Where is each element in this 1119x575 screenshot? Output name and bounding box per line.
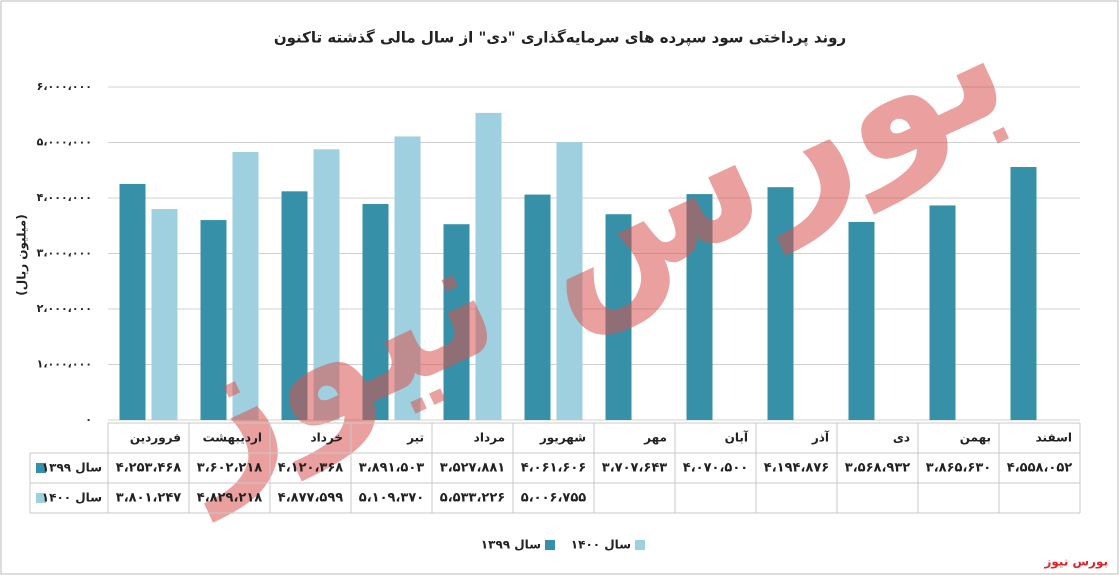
x-tick-label: خرداد	[310, 431, 343, 445]
bar	[443, 224, 470, 420]
row-header: سال ۱۳۹۹	[42, 461, 102, 475]
bar	[686, 194, 713, 420]
x-tick-label: دی	[893, 431, 910, 445]
x-tick-label: تیر	[406, 431, 424, 445]
data-label: ۴،۸۷۷،۵۹۹	[278, 491, 343, 506]
y-tick-label: ۶،۰۰۰،۰۰۰	[37, 80, 92, 93]
legend-key	[36, 463, 46, 473]
data-label: ۴،۸۲۹،۲۱۸	[197, 491, 262, 506]
data-label: ۵،۱۰۹،۳۷۰	[359, 491, 424, 506]
data-label: ۴،۲۵۳،۴۶۸	[116, 461, 181, 476]
y-tick-label: ۲،۰۰۰،۰۰۰	[37, 302, 92, 315]
bar	[232, 151, 259, 420]
data-label: ۴،۰۷۰،۵۰۰	[683, 461, 748, 476]
bar	[767, 187, 794, 420]
bar	[605, 214, 632, 420]
bar	[1010, 167, 1037, 420]
bar	[475, 112, 502, 421]
data-label: ۳،۷۰۷،۶۴۳	[602, 461, 667, 476]
x-tick-label: مرداد	[474, 431, 505, 445]
x-tick-label: اسفند	[1036, 431, 1072, 445]
data-label: ۳،۵۶۸،۹۳۲	[845, 461, 910, 476]
legend-key	[545, 540, 555, 550]
bar	[313, 149, 340, 420]
bar	[394, 136, 421, 420]
bar	[151, 209, 178, 420]
y-tick-label: ۴،۰۰۰،۰۰۰	[37, 191, 92, 204]
bar	[362, 204, 389, 420]
bar	[281, 191, 308, 420]
data-label: ۵،۵۳۳،۲۲۶	[440, 491, 505, 506]
data-label: ۳،۸۹۱،۵۰۳	[359, 461, 424, 476]
x-tick-label: آذر	[811, 430, 830, 445]
bar	[848, 221, 875, 420]
bar	[119, 183, 146, 420]
y-tick-label: ۱،۰۰۰،۰۰۰	[37, 358, 92, 371]
y-tick-label: ۰	[85, 413, 92, 426]
y-axis-label: (میلیون ریال)	[15, 214, 30, 295]
data-label: ۵،۰۰۶،۷۵۵	[521, 491, 586, 506]
legend-label: سال ۱۴۰۰	[571, 538, 631, 552]
legend-key	[36, 493, 46, 503]
bar	[524, 194, 551, 420]
data-label: ۴،۱۹۴،۸۷۶	[764, 461, 829, 476]
x-tick-label: فروردین	[130, 431, 181, 446]
data-label: ۳،۶۰۲،۲۱۸	[197, 461, 262, 476]
bar	[200, 220, 227, 420]
bar	[929, 205, 956, 420]
chart-title: روند پرداختی سود سپرده های سرمایه‌گذاری …	[274, 29, 846, 48]
data-label: ۴،۰۶۱،۶۰۶	[521, 461, 586, 476]
data-label: ۳،۵۲۷،۸۸۱	[440, 461, 505, 476]
data-label: ۴،۱۲۰،۳۶۸	[278, 461, 343, 476]
bar	[556, 142, 583, 420]
x-tick-label: بهمن	[960, 431, 991, 445]
x-tick-label: اردیبهشت	[203, 431, 262, 445]
x-tick-label: شهریور	[539, 431, 586, 446]
source: بورس نیوز	[1043, 555, 1108, 570]
y-tick-label: ۵،۰۰۰،۰۰۰	[37, 136, 92, 149]
data-label: ۳،۸۰۱،۲۴۷	[116, 491, 181, 506]
data-label: ۴،۵۵۸،۰۵۲	[1007, 461, 1072, 476]
legend-key	[635, 540, 645, 550]
legend-label: سال ۱۳۹۹	[481, 538, 541, 552]
data-label: ۳،۸۶۵،۶۳۰	[926, 461, 991, 476]
row-header: سال ۱۴۰۰	[42, 491, 102, 505]
x-tick-label: مهر	[643, 431, 667, 445]
x-tick-label: آبان	[725, 430, 749, 445]
y-tick-label: ۳،۰۰۰،۰۰۰	[37, 247, 92, 260]
